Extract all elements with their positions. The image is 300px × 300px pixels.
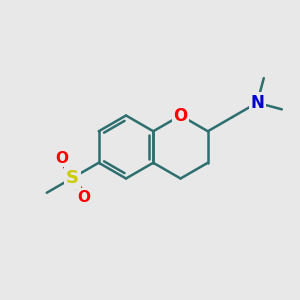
Text: N: N <box>250 94 264 112</box>
Text: S: S <box>66 169 79 187</box>
Text: O: O <box>77 190 91 205</box>
Text: O: O <box>55 151 68 166</box>
Text: O: O <box>173 106 188 124</box>
